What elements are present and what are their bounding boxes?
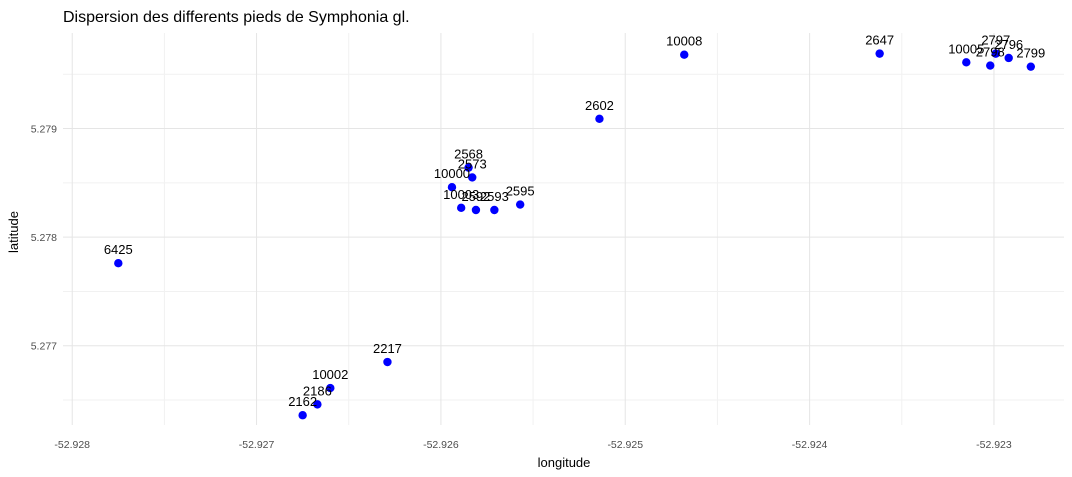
x-tick-label: -52.923 (976, 439, 1012, 451)
data-point (326, 383, 335, 393)
y-tick-label: 5.279 (31, 124, 57, 136)
data-point (447, 182, 457, 192)
data-point (490, 205, 499, 215)
data-point-label: 10003 (443, 187, 479, 202)
grid (63, 33, 1064, 425)
data-point-label: 6425 (104, 242, 133, 257)
x-axis-ticks: -52.928 -52.927 -52.926 -52.925 -52.924 -52.9… (54, 439, 1012, 451)
data-point-label: 2595 (506, 184, 535, 199)
data-point (383, 357, 392, 367)
data-point (595, 114, 604, 123)
data-point (313, 400, 322, 409)
x-tick-label: -52.926 (423, 439, 459, 451)
data-point (986, 61, 995, 70)
data-point-label: 10005 (948, 41, 984, 56)
data-point (471, 205, 481, 215)
data-point (875, 49, 884, 58)
data-point (962, 58, 971, 67)
data-point (464, 163, 473, 172)
chart-title: Dispersion des differents pieds de Symph… (63, 9, 410, 26)
x-tick-label: -52.928 (54, 439, 90, 451)
data-point (114, 259, 123, 268)
y-tick-label: 5.278 (31, 232, 57, 244)
data-point (456, 203, 466, 213)
data-point (680, 50, 689, 59)
data-point-label: 2162 (288, 394, 317, 409)
data-point-label: 2593 (480, 189, 509, 204)
y-tick-label: 5.277 (31, 341, 57, 353)
data-point-label: 2797 (981, 33, 1010, 48)
data-point (515, 200, 525, 209)
data-point-label: 2647 (865, 33, 894, 48)
data-point (298, 411, 307, 420)
data-point-label: 10002 (312, 367, 348, 382)
data-point-label: 2592 (461, 189, 490, 204)
data-point (468, 173, 477, 182)
data-point-label: 2799 (1016, 46, 1045, 61)
data-point-label: 2798 (976, 45, 1005, 60)
data-point (991, 49, 1000, 58)
data-point-label: 2573 (458, 156, 487, 171)
data-point (1004, 53, 1013, 63)
data-point-label: 2186 (303, 383, 332, 398)
data-point-label: 2568 (454, 147, 483, 162)
x-tick-label: -52.927 (239, 439, 275, 451)
x-tick-label: -52.925 (607, 439, 643, 451)
y-axis-ticks: 5.277 5.278 5.279 (31, 124, 57, 353)
data-point-label: 2602 (585, 98, 614, 113)
data-point-label: 10008 (666, 34, 702, 49)
y-axis-title: latitude (6, 211, 21, 253)
data-point (1026, 62, 1036, 71)
x-axis-title: longitude (538, 455, 591, 470)
data-point-label: 2796 (994, 37, 1023, 52)
data-point-label: 10000 (434, 166, 470, 181)
data-point-label: 2217 (373, 341, 402, 356)
x-tick-label: -52.924 (792, 439, 828, 451)
